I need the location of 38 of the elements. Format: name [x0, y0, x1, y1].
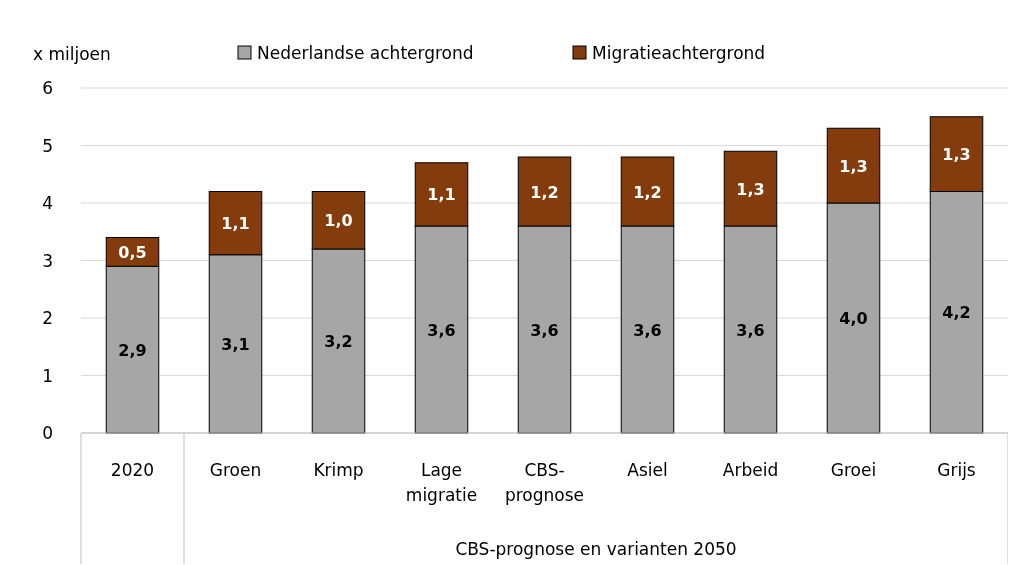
data-label: 3,6: [530, 320, 559, 340]
x-tick-label: 2020: [110, 460, 155, 480]
x-tick-label: CBS-prognose: [504, 460, 585, 505]
y-tick-label: 6: [42, 78, 53, 98]
y-tick-label: 0: [42, 423, 53, 443]
legend-label: Nederlandse achtergrond: [257, 43, 474, 63]
data-label: 3,6: [736, 320, 765, 340]
data-label: 1,3: [736, 179, 765, 199]
y-tick-label: 2: [42, 308, 53, 328]
x-tick-label: Asiel: [627, 460, 668, 480]
data-label: 3,6: [633, 320, 662, 340]
data-label: 1,1: [221, 214, 250, 234]
data-label: 1,0: [324, 211, 353, 231]
y-tick-label: 3: [42, 250, 53, 271]
y-tick-label: 4: [42, 193, 53, 213]
data-label: 0,5: [118, 242, 147, 262]
y-axis-title: x miljoen: [33, 44, 111, 64]
data-label: 2,9: [118, 340, 147, 360]
x-tick-label: Groei: [830, 460, 877, 480]
data-label: 1,2: [633, 182, 662, 202]
x-axis-title: CBS-prognose en varianten 2050: [455, 539, 737, 559]
data-label: 4,2: [942, 303, 971, 323]
x-tick-label: Arbeid: [722, 460, 779, 480]
legend-label: Migratieachtergrond: [592, 43, 766, 63]
y-tick-label: 5: [42, 135, 53, 156]
data-label: 1,2: [530, 182, 559, 202]
y-tick-label: 1: [42, 365, 53, 386]
x-tick-label: Lage migratie: [405, 460, 478, 505]
x-tick-label: Krimp: [313, 460, 364, 480]
x-tick-label: Groen: [209, 460, 262, 480]
data-label: 3,6: [427, 320, 456, 340]
data-label: 4,0: [839, 309, 868, 328]
data-label: 1,3: [942, 145, 971, 165]
data-label: 1,3: [839, 156, 868, 176]
data-label: 1,1: [427, 185, 456, 205]
x-tick-label: Grijs: [937, 460, 976, 480]
data-label: 3,2: [324, 332, 353, 351]
data-label: 3,1: [221, 334, 250, 354]
